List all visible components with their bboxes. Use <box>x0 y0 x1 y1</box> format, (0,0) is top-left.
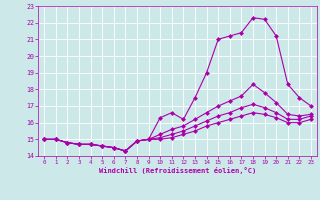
X-axis label: Windchill (Refroidissement éolien,°C): Windchill (Refroidissement éolien,°C) <box>99 167 256 174</box>
